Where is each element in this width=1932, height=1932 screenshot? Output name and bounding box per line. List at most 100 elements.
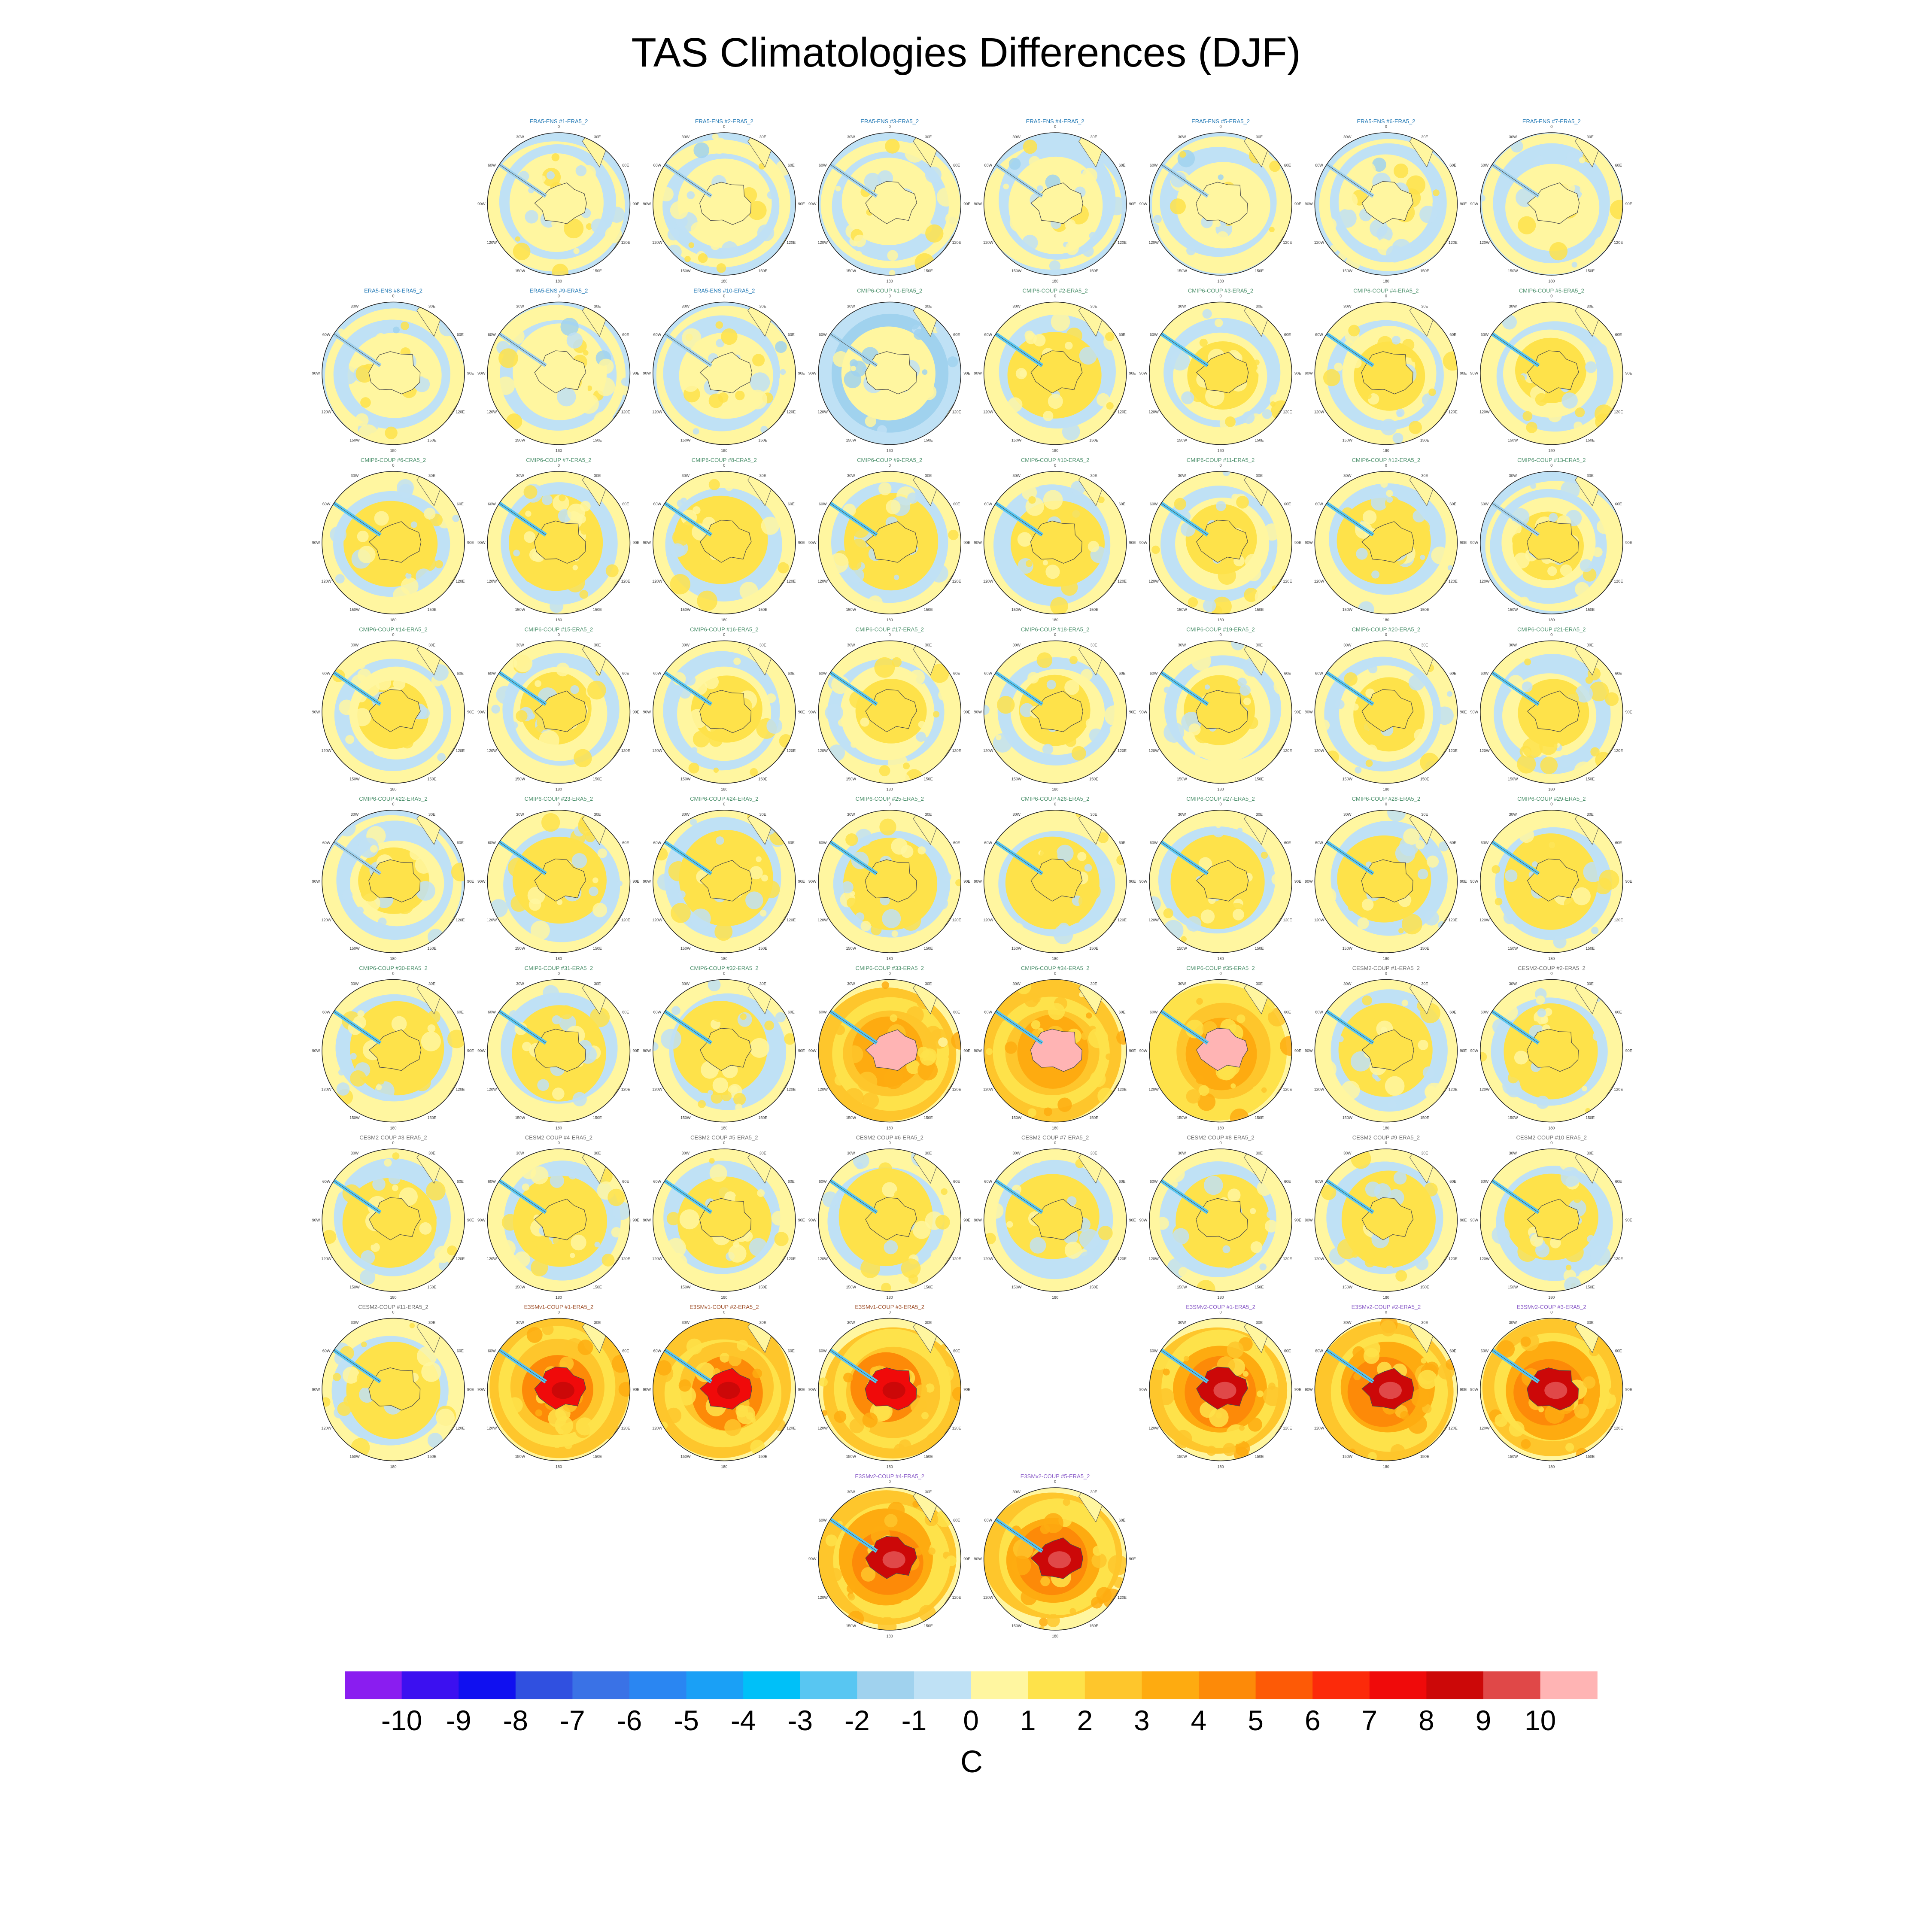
panel-title: CESM2-COUP #3-ERA5_2: [359, 1134, 427, 1141]
longitude-label: 120E: [1449, 1426, 1458, 1431]
longitude-label: 30W: [847, 643, 855, 647]
field-patch: [328, 894, 335, 901]
field-patch: [345, 735, 355, 744]
field-patch: [1033, 334, 1046, 346]
field-patch: [926, 1432, 943, 1449]
field-patch: [1521, 1439, 1531, 1449]
longitude-label: 150W: [515, 1285, 526, 1289]
field-patch: [1337, 1036, 1344, 1042]
field-patch: [1204, 1243, 1217, 1256]
field-patch: [1596, 519, 1612, 534]
field-patch: [1530, 431, 1550, 445]
field-patch: [877, 425, 887, 435]
panel-title: CMIP6-COUP #17-ERA5_2: [855, 626, 923, 633]
longitude-label: 60E: [1449, 1179, 1456, 1184]
field-patch: [335, 574, 345, 584]
longitude-label: 180: [556, 618, 562, 622]
longitude-label: 90W: [808, 879, 817, 884]
colorbar-tick-label: -3: [787, 1704, 813, 1736]
longitude-label: 180: [1548, 449, 1555, 453]
field-patch: [1571, 261, 1577, 268]
longitude-label: 150E: [1089, 946, 1098, 951]
field-patch: [1079, 346, 1097, 365]
field-patch: [1611, 1379, 1618, 1387]
field-patch: [1157, 1388, 1175, 1406]
field-patch: [1351, 1149, 1371, 1169]
field-patch: [498, 348, 518, 368]
anomaly-field: [487, 641, 630, 784]
field-patch: [1062, 422, 1080, 441]
longitude-label: 60W: [819, 841, 827, 845]
longitude-label: 60E: [457, 671, 464, 676]
field-patch: [1242, 411, 1255, 424]
colorbar-box: [459, 1671, 516, 1699]
longitude-label: 60W: [653, 1349, 662, 1353]
longitude-label: 90W: [974, 371, 982, 376]
field-patch: [702, 1432, 711, 1441]
colorbar-box: [971, 1671, 1028, 1699]
longitude-label: 120W: [1479, 1426, 1490, 1431]
field-patch: [1519, 596, 1529, 606]
panel-title: CMIP6-COUP #13-ERA5_2: [1517, 457, 1586, 463]
map-panel: CESM2-COUP #5-ERA5_2030E60E90E120E150E18…: [643, 1134, 805, 1300]
field-patch: [678, 1379, 691, 1392]
longitude-label: 120W: [321, 579, 331, 583]
panel-title: CMIP6-COUP #11-ERA5_2: [1187, 457, 1255, 463]
field-patch: [1599, 869, 1619, 890]
field-patch: [601, 1253, 615, 1267]
field-patch: [1222, 1443, 1236, 1456]
longitude-label: 30E: [594, 1151, 601, 1155]
map-panel: ERA5-ENS #9-ERA5_2030E60E90E120E150E1801…: [477, 288, 639, 453]
field-patch: [1200, 909, 1215, 923]
field-patch: [1377, 336, 1393, 352]
longitude-label: 150W: [846, 777, 856, 781]
field-patch: [1163, 1368, 1170, 1376]
field-patch: [1039, 1617, 1048, 1627]
field-patch: [451, 693, 459, 701]
field-patch: [586, 223, 593, 230]
field-patch: [761, 875, 768, 882]
longitude-label: 150W: [1343, 777, 1353, 781]
continent-core: [1048, 1043, 1071, 1060]
field-patch: [604, 1424, 620, 1440]
panel-title: CMIP6-COUP #35-ERA5_2: [1186, 965, 1255, 972]
field-patch: [843, 1373, 853, 1382]
map-frame: [1314, 640, 1458, 784]
map-panel: CMIP6-COUP #26-ERA5_2030E60E90E120E150E1…: [974, 796, 1136, 961]
longitude-label: 150W: [1508, 1115, 1518, 1120]
longitude-label: 90W: [808, 371, 817, 376]
anomaly-field: [1480, 471, 1623, 614]
field-patch: [1027, 1108, 1037, 1117]
longitude-label: 30W: [1178, 812, 1186, 817]
longitude-label: 150E: [758, 1454, 767, 1458]
map-panel: ERA5-ENS #5-ERA5_2030E60E90E120E150E1801…: [1139, 118, 1301, 283]
anomaly-field: [1149, 302, 1292, 445]
field-patch: [526, 377, 540, 392]
field-patch: [565, 573, 585, 592]
field-patch: [405, 572, 412, 579]
longitude-label: 120W: [1314, 1426, 1324, 1431]
field-patch: [392, 1185, 398, 1191]
longitude-label: 120W: [1314, 240, 1324, 245]
field-patch: [711, 137, 728, 154]
longitude-label: 180: [1548, 957, 1555, 961]
field-patch: [780, 369, 786, 375]
panel-title: CESM2-COUP #5-ERA5_2: [690, 1134, 758, 1141]
field-patch: [1540, 756, 1558, 775]
longitude-label: 60E: [1284, 671, 1291, 676]
field-patch: [572, 565, 578, 571]
field-patch: [1151, 545, 1160, 554]
continent-anomaly: [534, 690, 587, 732]
panel-title: ERA5-ENS #5-ERA5_2: [1191, 118, 1250, 125]
field-patch: [1574, 421, 1583, 431]
map-frame: [653, 810, 796, 953]
longitude-label: 120W: [487, 749, 497, 753]
field-patch: [1203, 599, 1216, 612]
longitude-label: 30W: [516, 1321, 524, 1325]
longitude-label: 120E: [621, 1257, 630, 1261]
field-patch: [1411, 356, 1417, 362]
longitude-label: 0: [1054, 633, 1056, 637]
panel-title: CMIP6-COUP #24-ERA5_2: [690, 796, 758, 802]
map-panel: E3SMv1-COUP #1-ERA5_2030E60E90E120E150E1…: [477, 1304, 639, 1469]
field-patch: [1252, 1086, 1259, 1092]
